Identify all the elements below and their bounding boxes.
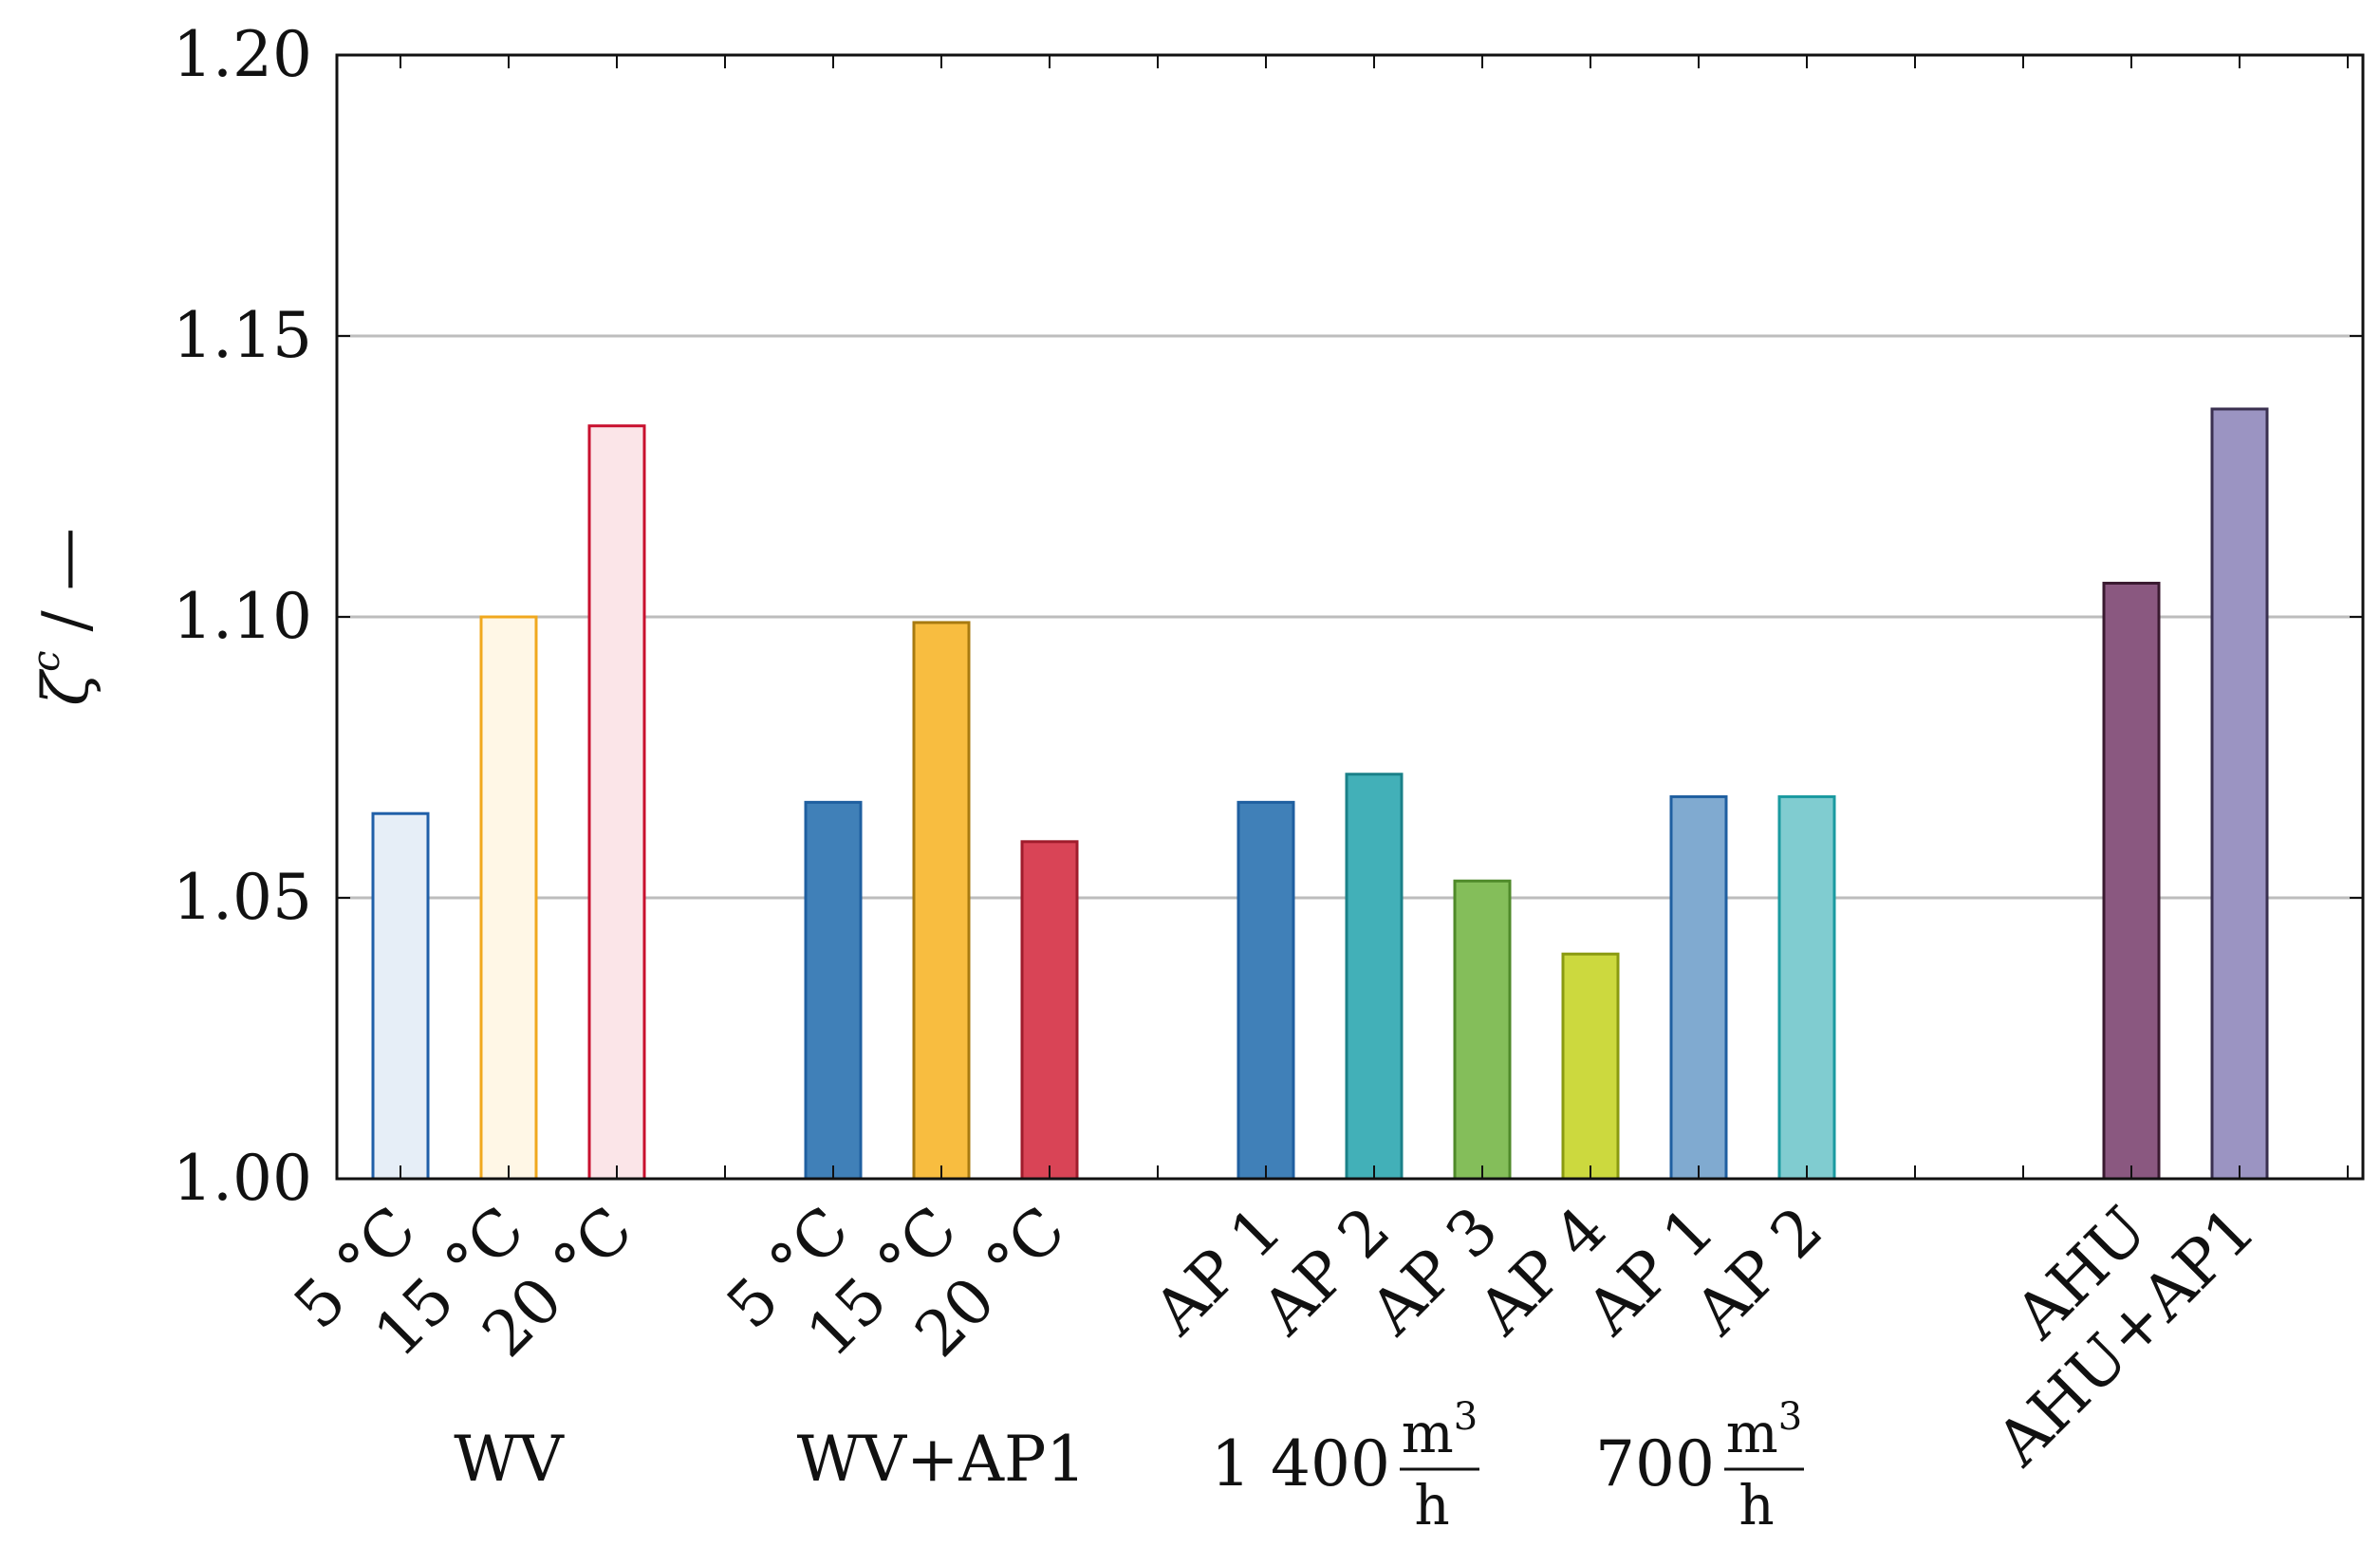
svg-text:ζc/ —: ζc / — <box>25 528 102 705</box>
bar <box>371 811 430 1181</box>
bar-category-label: AP 2 <box>1681 1193 1837 1350</box>
group-unit-denominator: h <box>1414 1473 1449 1538</box>
y-tick-label: 1.10 <box>173 580 312 653</box>
bar <box>804 800 863 1181</box>
y-axis-unit: / — <box>29 528 102 631</box>
y-tick-label: 1.05 <box>173 861 312 934</box>
bar-category-label: AP 2 <box>1248 1193 1404 1350</box>
bar <box>1669 794 1728 1181</box>
group-label: 1 400 <box>1211 1427 1390 1500</box>
group-label: 700 <box>1595 1427 1715 1500</box>
y-tick-label: 1.20 <box>173 18 312 91</box>
bar-category-label: AP 3 <box>1356 1193 1513 1350</box>
bar <box>2210 407 2269 1181</box>
bar <box>1236 800 1295 1181</box>
group-unit-numerator: m3 <box>1402 1395 1478 1465</box>
bar <box>1777 794 1836 1181</box>
group-label: WV <box>454 1423 565 1496</box>
bar <box>1453 879 1512 1181</box>
group-label: WV+AP1 <box>797 1423 1087 1496</box>
bar-category-label: AP 4 <box>1464 1193 1621 1350</box>
y-tick-label: 1.00 <box>173 1142 312 1215</box>
y-tick-label: 1.15 <box>173 299 312 372</box>
bars <box>371 407 2269 1181</box>
group-unit-denominator: h <box>1739 1473 1774 1538</box>
bar-category-label: AP 1 <box>1572 1193 1729 1350</box>
bar <box>587 424 646 1181</box>
y-axis-superscript: c <box>25 651 68 672</box>
bar <box>1561 952 1620 1181</box>
ticks <box>337 54 2363 1180</box>
group-unit-numerator: m3 <box>1726 1395 1802 1465</box>
bar <box>1345 773 1404 1181</box>
bar <box>912 621 971 1181</box>
bar-category-label: AP 1 <box>1140 1193 1296 1350</box>
y-axis-label: ζc / — <box>25 528 102 705</box>
bar <box>2102 581 2161 1181</box>
y-axis-symbol: ζ <box>29 668 102 706</box>
bar <box>1020 840 1079 1181</box>
bar <box>479 615 538 1181</box>
